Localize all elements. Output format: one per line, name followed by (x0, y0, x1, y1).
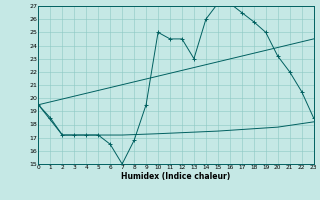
X-axis label: Humidex (Indice chaleur): Humidex (Indice chaleur) (121, 172, 231, 181)
